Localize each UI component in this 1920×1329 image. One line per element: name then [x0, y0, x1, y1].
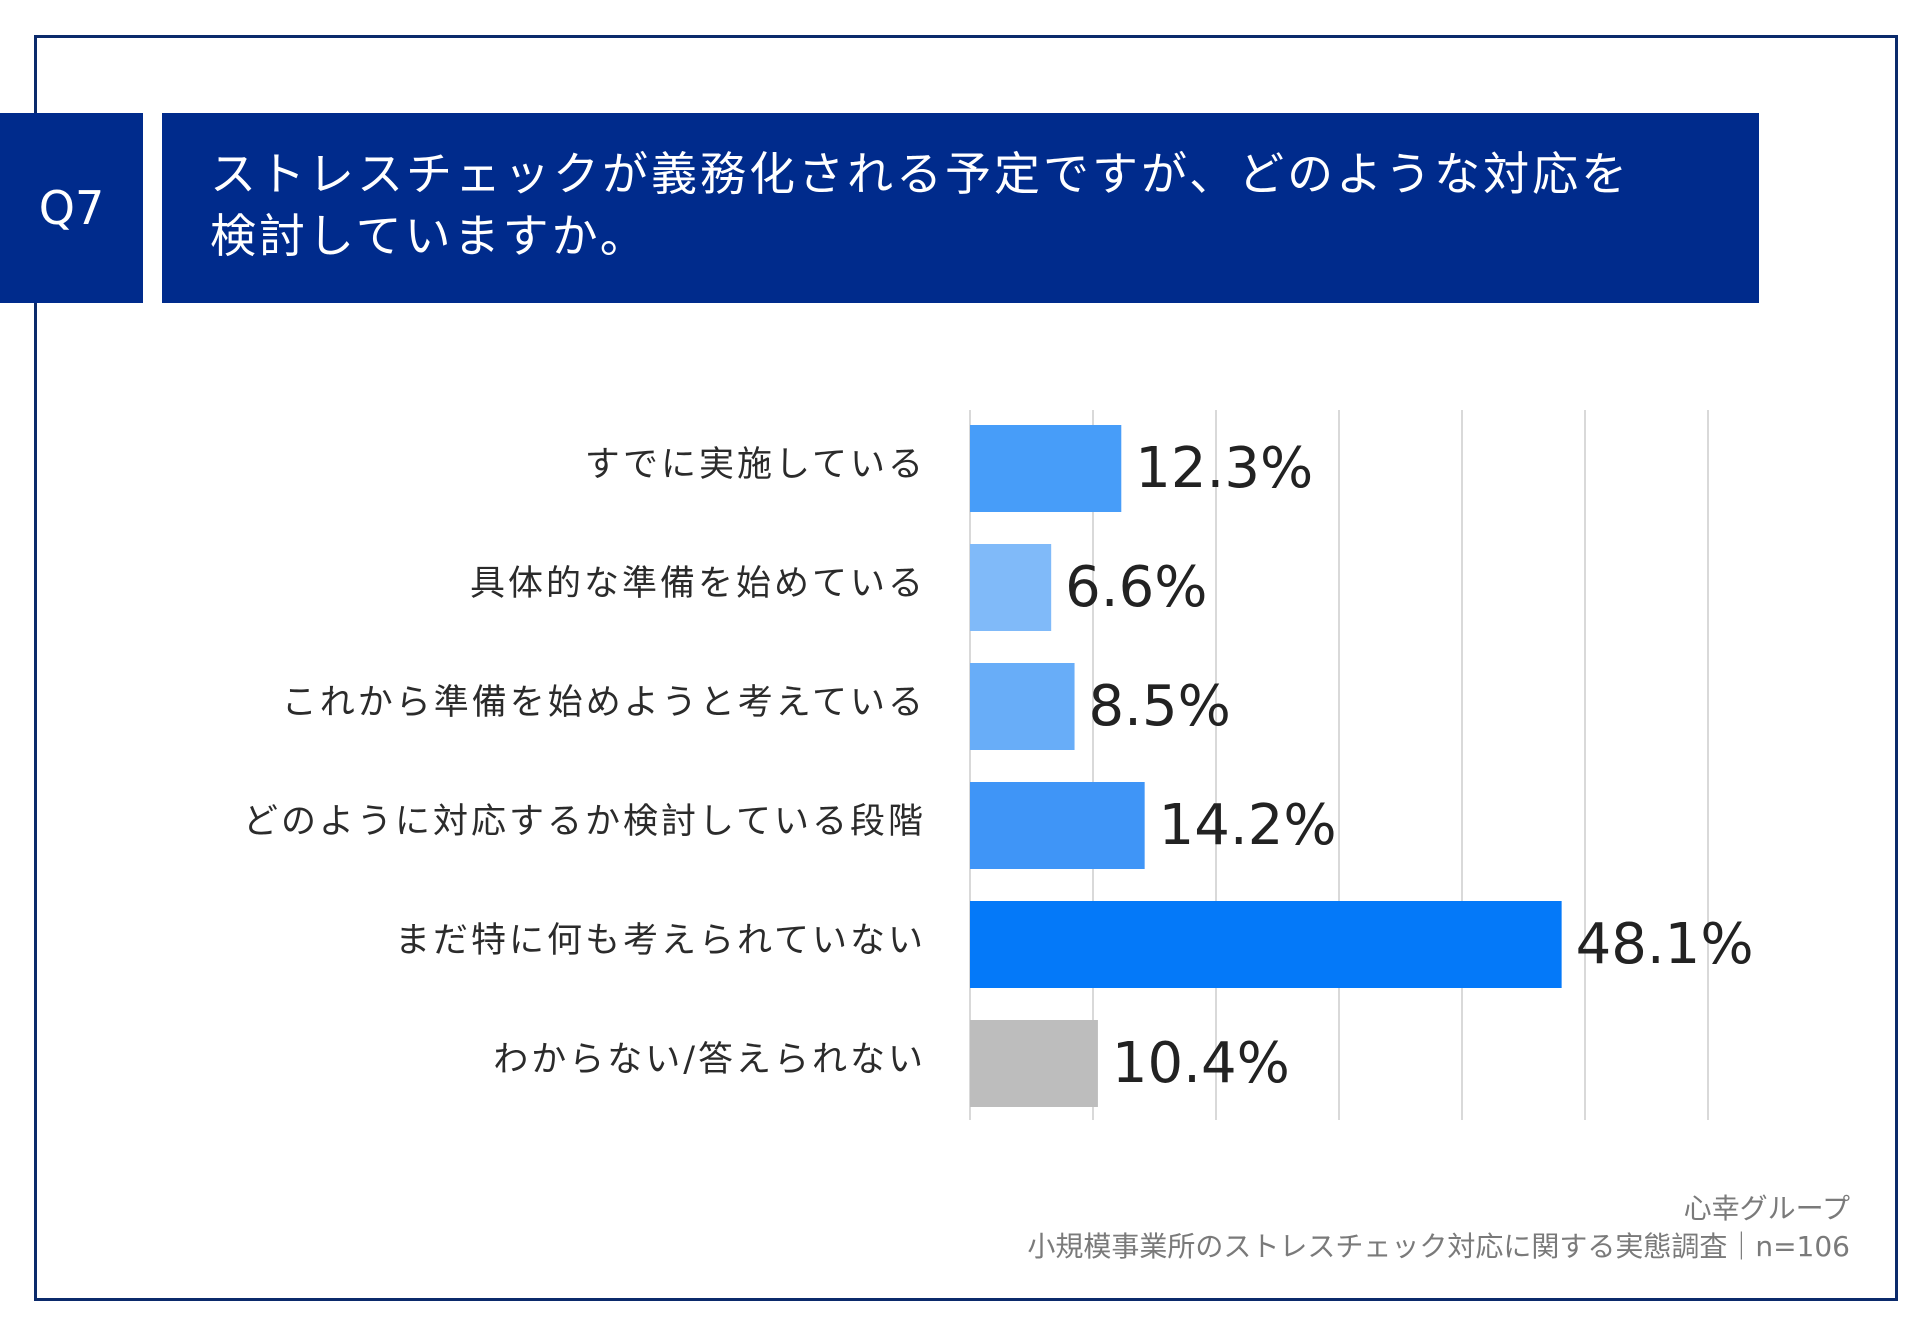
bar-value-label: 14.2% [1159, 793, 1337, 858]
bar-value-label: 12.3% [1135, 436, 1313, 501]
category-label: まだ特に何も考えられていない [395, 921, 926, 961]
source-organization: 心幸グループ [1683, 1192, 1850, 1225]
question-title-line-1: ストレスチェックが義務化される予定ですが、どのような対応を [210, 147, 1631, 201]
bar-value-label: 6.6% [1065, 555, 1207, 620]
question-number-badge: Q7 [0, 113, 143, 303]
bar-value-label: 8.5% [1089, 674, 1231, 739]
category-label: わからない/答えられない [493, 1040, 926, 1080]
category-label: 具体的な準備を始めている [469, 564, 926, 604]
bar [970, 1020, 1098, 1107]
bar [970, 544, 1052, 631]
bar [970, 901, 1562, 988]
bar-value-label: 48.1% [1576, 912, 1754, 977]
category-label: どのように対応するか検討している段階 [243, 802, 926, 842]
bar [970, 663, 1075, 750]
category-label: すでに実施している [584, 445, 926, 485]
bar [970, 425, 1122, 512]
chart-frame [34, 35, 1898, 1301]
bar [970, 782, 1145, 869]
question-title: ストレスチェックが義務化される予定ですが、どのような対応を 検討していますか。 [162, 113, 1759, 303]
source-survey: 小規模事業所のストレスチェック対応に関する実態調査｜n=106 [1027, 1230, 1850, 1263]
bar-value-label: 10.4% [1112, 1031, 1290, 1096]
source-footer: 心幸グループ 小規模事業所のストレスチェック対応に関する実態調査｜n=106 [1027, 1190, 1850, 1266]
category-label: これから準備を始めようと考えている [281, 683, 926, 723]
question-title-line-2: 検討していますか。 [210, 209, 649, 263]
